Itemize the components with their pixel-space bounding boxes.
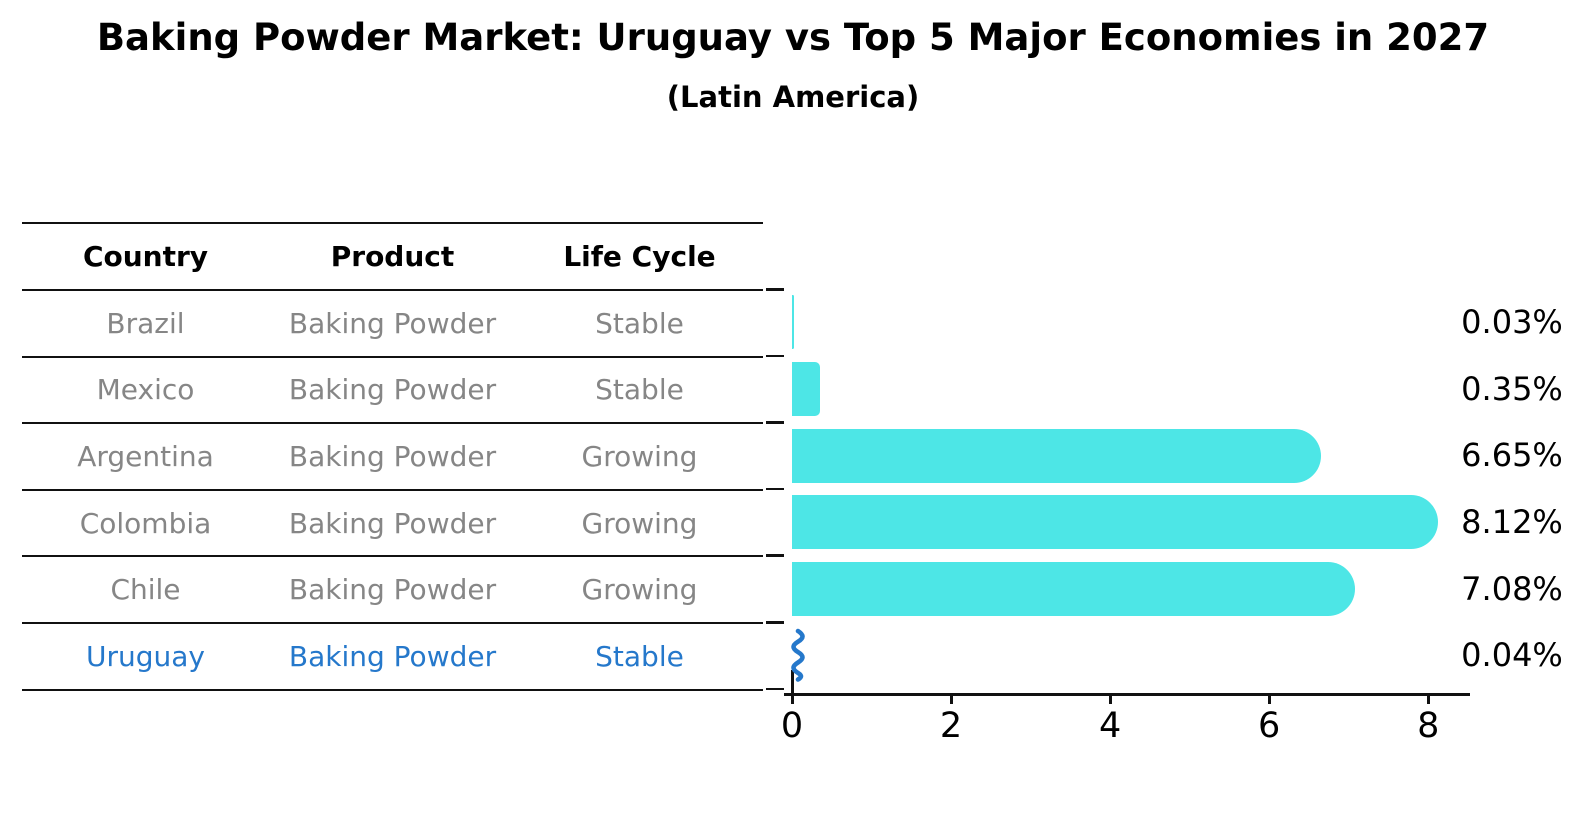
axis-corner (791, 670, 794, 694)
x-axis-tick (1267, 695, 1271, 704)
product-cell: Baking Powder (288, 373, 497, 407)
country-table: Country Product Life Cycle Brazil Baking… (22, 222, 763, 691)
lifecycle-cell: Growing (581, 506, 698, 540)
bar-value-label: 7.08% (1461, 569, 1563, 608)
bar-value-label: 0.04% (1461, 636, 1563, 675)
x-axis-line (784, 693, 1470, 696)
highlight-bar (791, 628, 805, 683)
product-cell: Baking Powder (288, 506, 497, 540)
value-labels-column: 0.03% 0.35% 6.65% 8.12% 7.08% 0.04% (1461, 289, 1563, 689)
y-axis-tick (766, 421, 784, 424)
lifecycle-cell: Growing (581, 573, 698, 607)
bar (792, 295, 795, 350)
x-axis-tick (1426, 695, 1430, 704)
y-axis-tick (766, 487, 784, 491)
y-axis-tick (766, 621, 784, 624)
bar (792, 561, 1356, 616)
x-axis-tick-label: 8 (1417, 706, 1440, 746)
x-axis-tick-label: 0 (780, 706, 804, 746)
table-row: Uruguay Baking Powder Stable (22, 624, 763, 691)
x-axis-tick (1108, 695, 1112, 704)
table-row: Mexico Baking Powder Stable (22, 358, 763, 425)
bar (792, 428, 1321, 483)
col-header-country: Country (82, 240, 209, 273)
x-axis-tick (790, 695, 794, 704)
bar (792, 495, 1438, 550)
col-header-product: Product (330, 240, 455, 273)
bar-plot: 0 2 4 6 8 (766, 288, 1470, 746)
y-axis-tick (766, 554, 784, 557)
product-cell: Baking Powder (288, 639, 497, 673)
chart-subtitle: (Latin America) (666, 80, 920, 114)
table-body: Brazil Baking Powder Stable Mexico Bakin… (22, 291, 763, 691)
product-cell: Baking Powder (288, 439, 497, 473)
table-row: Brazil Baking Powder Stable (22, 291, 763, 358)
col-header-lifecycle: Life Cycle (563, 240, 716, 273)
country-cell: Brazil (106, 306, 185, 340)
y-axis-tick (766, 687, 784, 691)
x-axis-tick (949, 695, 953, 704)
table-row: Argentina Baking Powder Growing (22, 424, 763, 491)
table-header-row: Country Product Life Cycle (22, 224, 763, 291)
x-axis-tick-label: 4 (1098, 706, 1122, 746)
country-cell: Chile (110, 573, 181, 607)
lifecycle-cell: Stable (595, 306, 684, 340)
x-axis-tick-label: 2 (939, 706, 963, 746)
table-row: Chile Baking Powder Growing (22, 557, 763, 624)
bar-value-label: 0.35% (1461, 369, 1563, 408)
country-cell: Uruguay (86, 639, 205, 673)
lifecycle-cell: Stable (595, 373, 684, 407)
y-axis-tick (766, 354, 784, 358)
lifecycle-cell: Stable (595, 639, 684, 673)
country-cell: Colombia (79, 506, 212, 540)
bar-value-label: 8.12% (1461, 503, 1563, 542)
table-row: Colombia Baking Powder Growing (22, 491, 763, 558)
bar (792, 361, 820, 416)
bar-value-label: 6.65% (1461, 436, 1563, 475)
x-axis-tick-label: 6 (1258, 706, 1281, 746)
y-axis-tick (766, 288, 784, 291)
lifecycle-cell: Growing (581, 439, 698, 473)
country-cell: Argentina (77, 439, 214, 473)
bar-value-label: 0.03% (1461, 303, 1563, 342)
product-cell: Baking Powder (288, 573, 497, 607)
chart-title: Baking Powder Market: Uruguay vs Top 5 M… (96, 16, 1490, 59)
country-cell: Mexico (96, 373, 195, 407)
product-cell: Baking Powder (288, 306, 497, 340)
